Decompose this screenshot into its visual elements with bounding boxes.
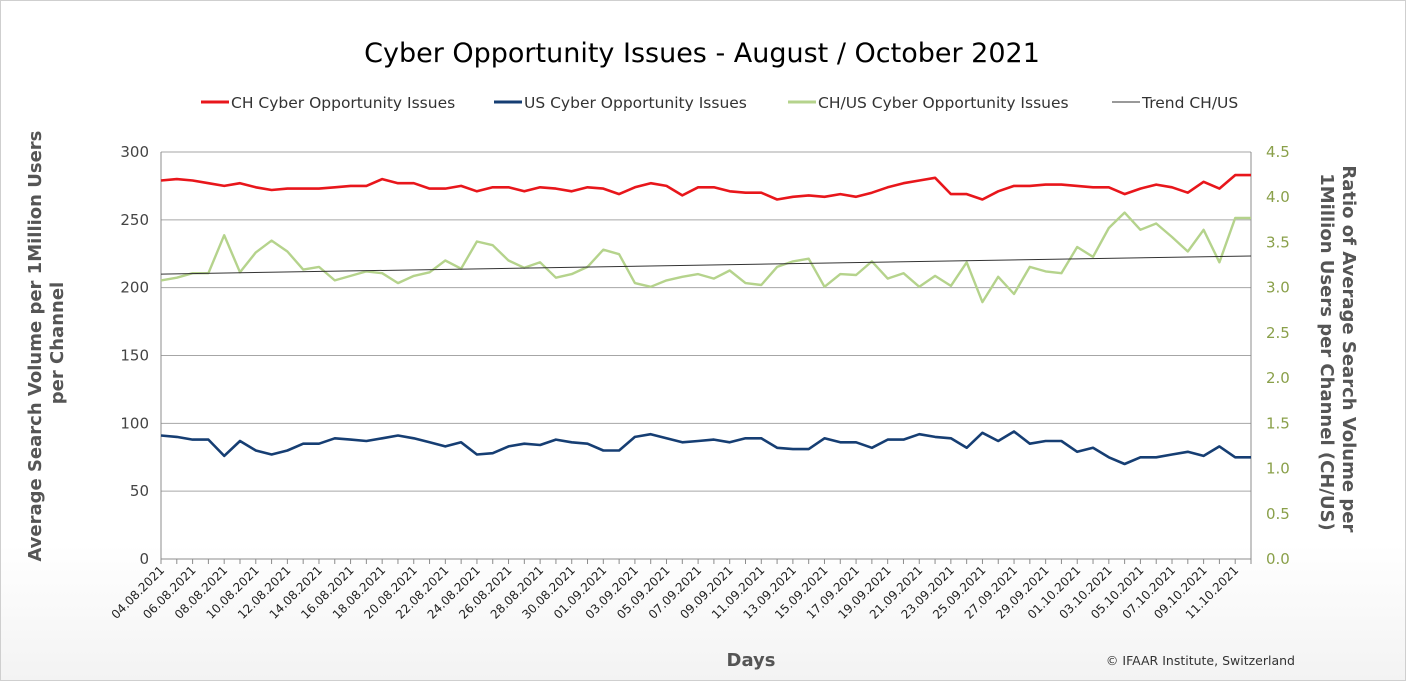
chart-title: Cyber Opportunity Issues - August / Octo… bbox=[364, 38, 1040, 69]
grid bbox=[161, 151, 1251, 492]
x-axis-ticks: 04.08.202106.08.202108.08.202110.08.2021… bbox=[109, 559, 1252, 622]
y-right-tick-label: 2.0 bbox=[1266, 369, 1290, 387]
y-axis-right-label-line-1: Ratio of Average Search Volume per bbox=[1338, 165, 1359, 532]
y-axis-left-label: Average Search Volume per 1Million Users… bbox=[25, 124, 68, 561]
y-axis-right-label: Ratio of Average Search Volume per 1Mill… bbox=[1316, 165, 1359, 538]
y-right-tick-label: 3.5 bbox=[1266, 233, 1290, 251]
y-right-tick-label: 1.0 bbox=[1266, 460, 1290, 478]
series-line bbox=[160, 255, 1252, 275]
y-left-tick-label: 150 bbox=[120, 347, 149, 365]
y-left-tick-label: 200 bbox=[120, 279, 149, 297]
y-axis-left-label-line-2: per Channel bbox=[47, 282, 68, 404]
y-right-tick-label: 4.0 bbox=[1266, 188, 1290, 206]
series-layer bbox=[160, 173, 1252, 466]
series-line bbox=[160, 211, 1251, 304]
right-axis-ticks: 0.0 0.5 1.0 1.5 2.0 2.5 3.0 3.5 4.0 4.5 bbox=[1266, 143, 1290, 568]
y-right-tick-label: 0.5 bbox=[1266, 505, 1290, 523]
y-left-tick-label: 50 bbox=[130, 482, 149, 500]
credit-text: © IFAAR Institute, Switzerland bbox=[1106, 653, 1295, 668]
y-left-tick-label: 100 bbox=[120, 414, 149, 432]
y-right-tick-label: 3.0 bbox=[1266, 279, 1290, 297]
y-axis-right-label-line-2: 1Million Users per Channel (CH/US) bbox=[1316, 173, 1337, 531]
x-axis-label: Days bbox=[727, 650, 776, 671]
series-line bbox=[160, 430, 1251, 466]
y-right-tick-label: 0.0 bbox=[1266, 550, 1290, 568]
legend-label: US Cyber Opportunity Issues bbox=[524, 94, 747, 112]
legend-label: CH/US Cyber Opportunity Issues bbox=[818, 94, 1069, 112]
y-left-tick-label: 0 bbox=[139, 550, 149, 568]
y-left-tick-label: 250 bbox=[120, 211, 149, 229]
y-right-tick-label: 2.5 bbox=[1266, 324, 1290, 342]
series-line bbox=[160, 173, 1251, 201]
y-right-tick-label: 1.5 bbox=[1266, 414, 1290, 432]
y-right-tick-label: 4.5 bbox=[1266, 143, 1290, 161]
left-axis-ticks: 0 50 100 150 200 250 300 bbox=[120, 143, 149, 568]
y-axis-left-label-line-1: Average Search Volume per 1Million Users bbox=[25, 131, 46, 562]
axes bbox=[160, 152, 1252, 560]
legend: CH Cyber Opportunity Issues US Cyber Oppo… bbox=[201, 94, 1238, 112]
legend-label: CH Cyber Opportunity Issues bbox=[231, 94, 455, 112]
legend-label: Trend CH/US bbox=[1141, 94, 1238, 112]
y-left-tick-label: 300 bbox=[120, 143, 149, 161]
